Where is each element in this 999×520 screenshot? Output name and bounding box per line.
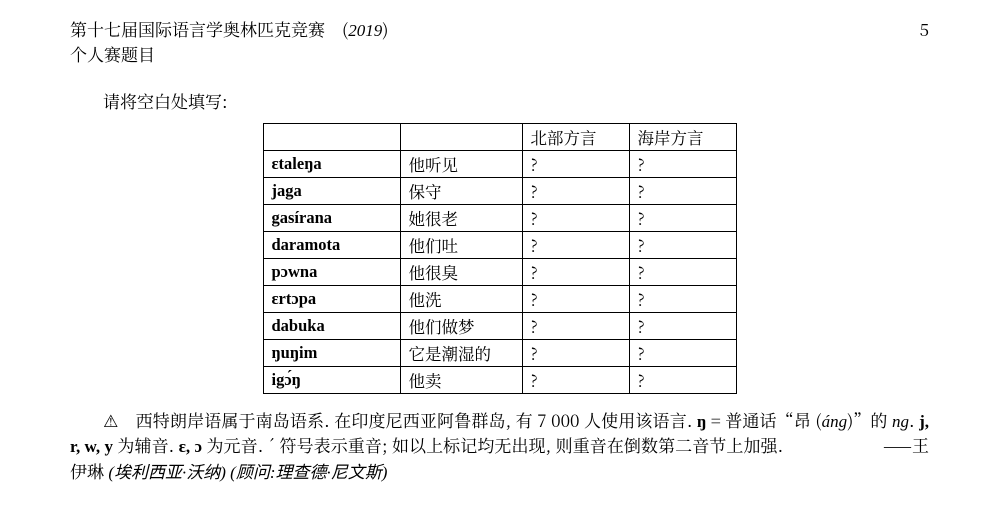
cell-gloss: 她很老 — [400, 204, 522, 231]
col-head-coast: 海岸方言 — [629, 123, 736, 150]
header-year: 2019 — [348, 21, 382, 40]
cell-gloss: 他洗 — [400, 285, 522, 312]
cell-word: ɛrtɔpa — [263, 285, 400, 312]
table-row: daramota他们吐?? — [263, 231, 736, 258]
table-header-row: 北部方言 海岸方言 — [263, 123, 736, 150]
credit-author-ital: (埃利西亚·沃纳) (顾问:理查德·尼文斯) — [108, 463, 387, 482]
cell-gloss: 他听见 — [400, 150, 522, 177]
header-title-prefix: 第十七届国际语言学奥林匹克竞赛 ( — [70, 16, 348, 41]
table-row: dabuka他们做梦?? — [263, 312, 736, 339]
cell-north: ? — [522, 231, 629, 258]
cell-word: ŋuŋim — [263, 339, 400, 366]
cell-north: ? — [522, 312, 629, 339]
header-subtitle: 个人赛题目 — [70, 41, 155, 66]
cell-word: dabuka — [263, 312, 400, 339]
table-row: igɔ́ŋ他卖?? — [263, 366, 736, 393]
header-left: 第十七届国际语言学奥林匹克竞赛 (2019) 个人赛题目 — [70, 18, 388, 66]
table-wrapper: 北部方言 海岸方言 ɛtaleŋa他听见??jaga保守??gasírana她很… — [70, 123, 929, 394]
cell-north: ? — [522, 258, 629, 285]
cell-gloss: 保守 — [400, 177, 522, 204]
page-header: 第十七届国际语言学奥林匹克竞赛 (2019) 个人赛题目 5 — [70, 18, 929, 66]
page-number: 5 — [920, 18, 929, 41]
cell-north: ? — [522, 204, 629, 231]
cell-word: igɔ́ŋ — [263, 366, 400, 393]
table-row: ɛrtɔpa他洗?? — [263, 285, 736, 312]
cell-word: ɛtaleŋa — [263, 150, 400, 177]
note-period1: . — [909, 407, 919, 432]
warning-icon: ⚠ — [103, 412, 119, 431]
note-text-5: 为元音. ´ 符号表示重音; 如以上标记均无出现, 则重音在倒数第二音节上加强. — [202, 432, 783, 457]
table-row: jaga保守?? — [263, 177, 736, 204]
instruction-text: 请将空白处填写: — [103, 88, 929, 113]
cell-north: ? — [522, 285, 629, 312]
cell-north: ? — [522, 339, 629, 366]
cell-word: daramota — [263, 231, 400, 258]
header-title-suffix: ) — [382, 16, 388, 41]
cell-coast: ? — [629, 204, 736, 231]
cell-gloss: 它是潮湿的 — [400, 339, 522, 366]
note-vowels: ɛ, ɔ — [179, 437, 202, 456]
footnote-block: ⚠ 西特朗岸语属于南岛语系. 在印度尼西亚阿鲁群岛, 有 7 000 人使用该语… — [70, 408, 929, 484]
credit-dash: —— — [883, 432, 912, 457]
cell-word: pɔwna — [263, 258, 400, 285]
dialect-table: 北部方言 海岸方言 ɛtaleŋa他听见??jaga保守??gasírana她很… — [263, 123, 737, 394]
cell-gloss: 他们做梦 — [400, 312, 522, 339]
cell-gloss: 他很臭 — [400, 258, 522, 285]
note-text-3: )”的 — [847, 407, 892, 432]
cell-word: jaga — [263, 177, 400, 204]
cell-coast: ? — [629, 339, 736, 366]
note-ng-symbol: ŋ — [697, 412, 706, 431]
cell-coast: ? — [629, 150, 736, 177]
cell-coast: ? — [629, 258, 736, 285]
table-row: gasírana她很老?? — [263, 204, 736, 231]
note-ang-italic: áng — [822, 412, 848, 431]
table-row: ŋuŋim它是潮湿的?? — [263, 339, 736, 366]
cell-north: ? — [522, 366, 629, 393]
col-head-word — [263, 123, 400, 150]
table-row: ɛtaleŋa他听见?? — [263, 150, 736, 177]
cell-coast: ? — [629, 231, 736, 258]
note-ng-of: ng — [892, 412, 909, 431]
cell-word: gasírana — [263, 204, 400, 231]
note-text-4: 为辅音. — [113, 432, 179, 457]
cell-coast: ? — [629, 312, 736, 339]
cell-north: ? — [522, 177, 629, 204]
col-head-gloss — [400, 123, 522, 150]
table-row: pɔwna他很臭?? — [263, 258, 736, 285]
cell-north: ? — [522, 150, 629, 177]
cell-coast: ? — [629, 366, 736, 393]
cell-gloss: 他卖 — [400, 366, 522, 393]
cell-gloss: 他们吐 — [400, 231, 522, 258]
cell-coast: ? — [629, 177, 736, 204]
col-head-north: 北部方言 — [522, 123, 629, 150]
note-text-2: = 普通话“昂 ( — [706, 407, 821, 432]
cell-coast: ? — [629, 285, 736, 312]
note-text-1: 西特朗岸语属于南岛语系. 在印度尼西亚阿鲁群岛, 有 7 000 人使用该语言. — [119, 407, 697, 432]
